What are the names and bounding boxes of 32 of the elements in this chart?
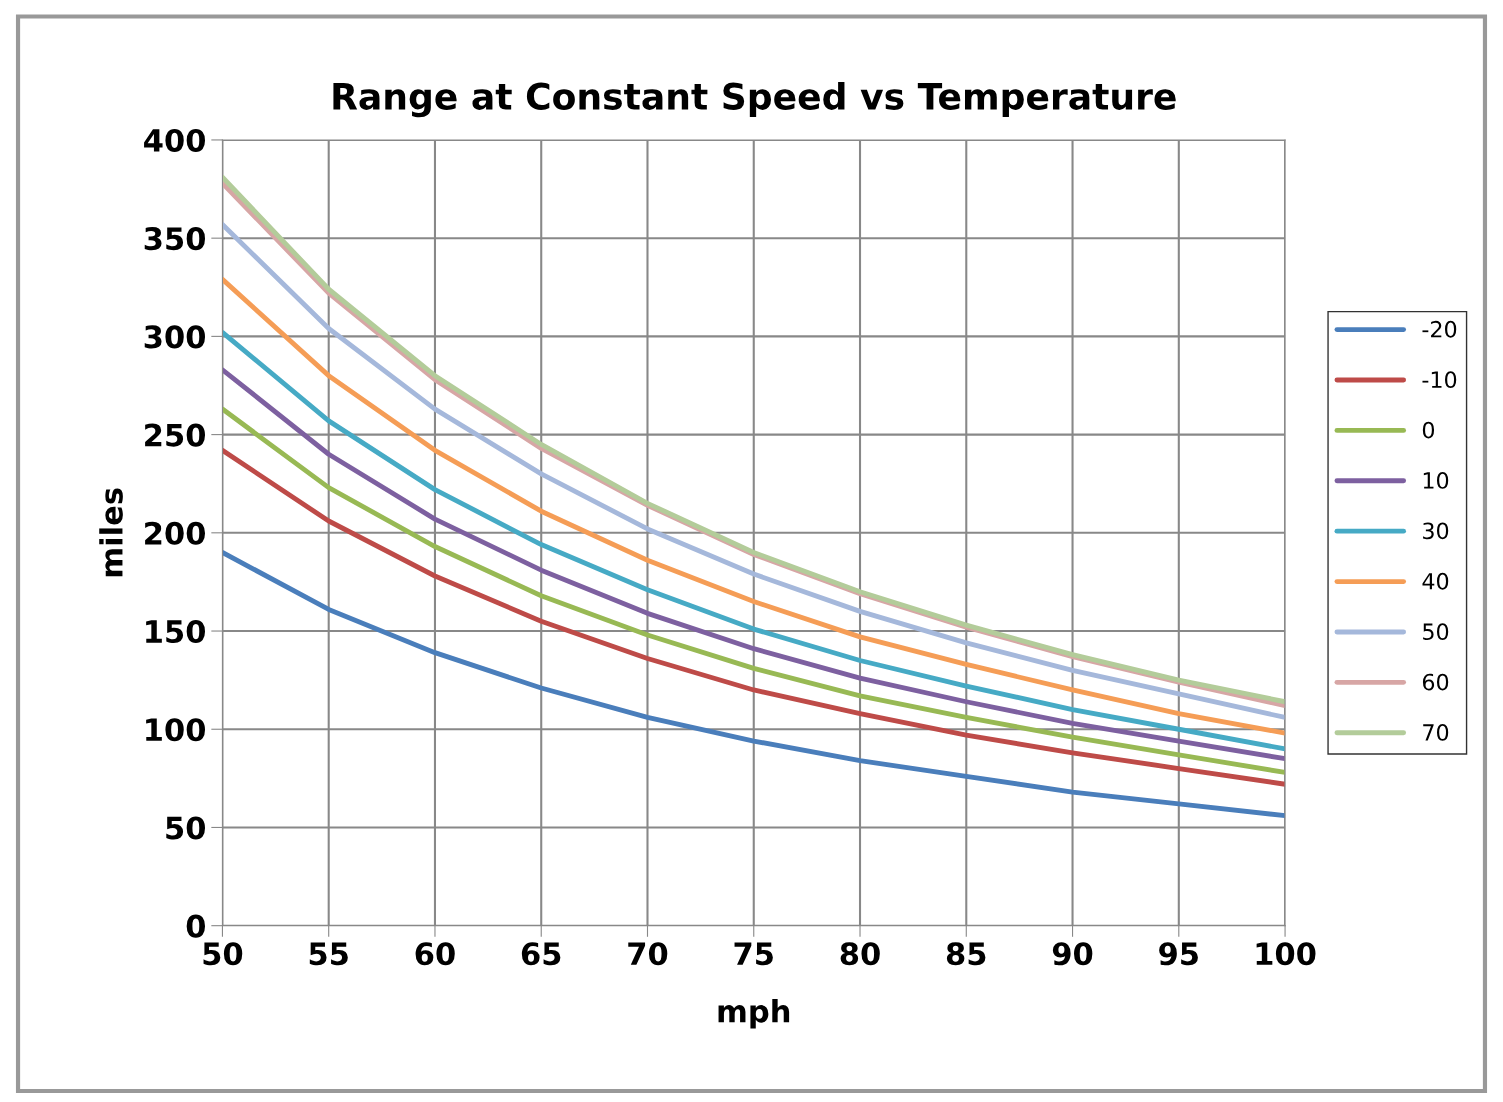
x-tick-label: 80 xyxy=(840,942,880,966)
y-tick-label: 350 xyxy=(144,227,206,251)
x-tick-label: 100 xyxy=(1256,942,1316,966)
legend-label: -20 xyxy=(1422,320,1457,338)
x-tick-label: 70 xyxy=(628,942,668,966)
x-axis-title: mph xyxy=(718,999,790,1029)
legend-label: 40 xyxy=(1422,572,1449,590)
y-tick-label: 100 xyxy=(146,718,206,742)
y-axis-title: miles xyxy=(99,488,123,577)
legend-label: 30 xyxy=(1423,522,1449,540)
x-tick-label: 95 xyxy=(1159,942,1198,966)
y-tick-label: 300 xyxy=(144,325,206,349)
y-tick-label: 400 xyxy=(144,128,206,152)
legend-label: 10 xyxy=(1423,472,1449,489)
y-tick-label: 250 xyxy=(145,423,206,447)
y-tick-label: 50 xyxy=(166,816,206,840)
legend-label: -10 xyxy=(1422,371,1457,389)
y-tick-label: 0 xyxy=(186,914,206,938)
x-tick-label: 50 xyxy=(203,942,243,966)
x-tick-label: 75 xyxy=(734,942,773,966)
chart-title: Range at Constant Speed vs Temperature xyxy=(333,81,1176,118)
x-tick-label: 85 xyxy=(946,942,986,966)
legend-label: 70 xyxy=(1423,724,1449,741)
x-tick-label: 55 xyxy=(309,942,348,966)
legend-label: 50 xyxy=(1423,623,1449,641)
x-tick-label: 60 xyxy=(415,942,455,966)
legend-label: 60 xyxy=(1422,673,1449,691)
y-tick-label: 200 xyxy=(145,521,206,545)
y-tick-label: 150 xyxy=(146,619,206,644)
legend-label: 0 xyxy=(1422,421,1435,439)
x-tick-label: 90 xyxy=(1052,942,1093,966)
x-tick-label: 65 xyxy=(521,942,561,966)
